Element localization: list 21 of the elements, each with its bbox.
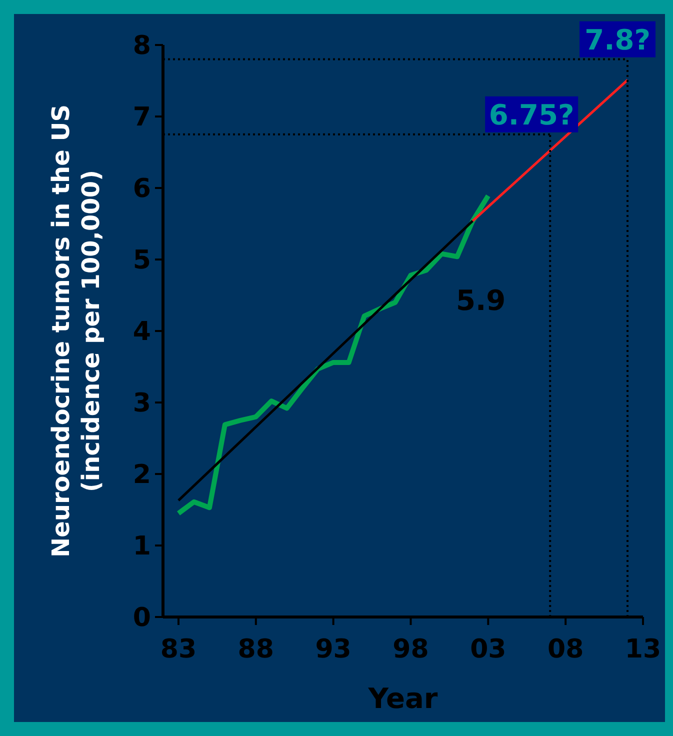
x-tick-label: 93 xyxy=(315,634,352,664)
x-tick-label: 88 xyxy=(238,634,274,664)
y-tick-label: 7 xyxy=(132,102,151,133)
ref-line-label: 6.75? xyxy=(488,98,574,132)
y-tick-label: 3 xyxy=(132,388,151,419)
annotation: 5.9 xyxy=(456,284,506,317)
x-tick-label: 13 xyxy=(624,634,662,664)
y-tick-label: 1 xyxy=(132,532,151,562)
y-axis-title: Neuroendocrine tumors in the US (incidence per 100,000) xyxy=(47,104,105,558)
y-tick-label: 6 xyxy=(132,174,151,204)
y-tick-label: 5 xyxy=(132,246,151,276)
y-tick-label: 0 xyxy=(132,603,151,634)
y-tick-label: 8 xyxy=(132,31,151,62)
x-tick-label: 03 xyxy=(470,634,506,664)
x-tick-label: 98 xyxy=(392,634,429,664)
x-tick-label: 08 xyxy=(547,634,584,664)
x-axis-title: Year xyxy=(367,682,438,715)
ref-line-label: 7.8? xyxy=(584,23,650,56)
y-tick-label: 4 xyxy=(132,317,151,348)
x-tick-label: 83 xyxy=(160,634,197,664)
y-tick-label: 2 xyxy=(132,460,151,490)
